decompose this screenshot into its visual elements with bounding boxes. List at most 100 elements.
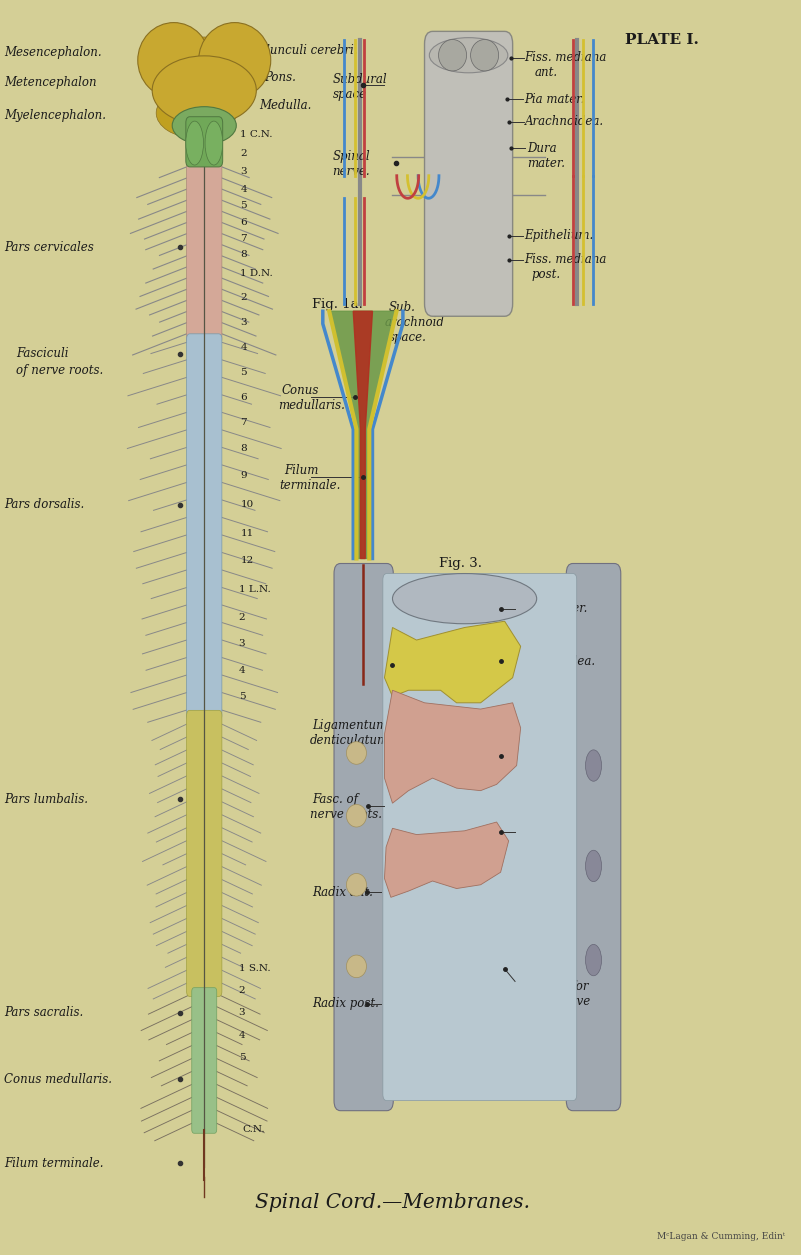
FancyBboxPatch shape <box>334 563 393 1111</box>
Text: Fasciculi: Fasciculi <box>16 348 69 360</box>
Ellipse shape <box>346 742 366 764</box>
Text: Epithelium.: Epithelium. <box>525 230 594 242</box>
Ellipse shape <box>586 749 602 781</box>
Text: PLATE I.: PLATE I. <box>625 33 698 48</box>
Text: 10: 10 <box>240 499 254 510</box>
Text: Fig. 1.: Fig. 1. <box>212 34 256 46</box>
Text: Spinal Cord.—Membranes.: Spinal Cord.—Membranes. <box>255 1192 530 1212</box>
Text: 3: 3 <box>240 318 247 328</box>
Text: 4: 4 <box>239 665 245 675</box>
Text: 3: 3 <box>240 167 247 177</box>
Ellipse shape <box>586 851 602 881</box>
Text: Dura: Dura <box>527 142 557 154</box>
Polygon shape <box>384 621 521 703</box>
Text: Opening for: Opening for <box>517 980 588 993</box>
Text: 4: 4 <box>240 184 247 195</box>
Text: Fig. 3.: Fig. 3. <box>439 557 482 570</box>
Text: Mesencephalon.: Mesencephalon. <box>4 46 102 59</box>
Text: nerve.: nerve. <box>332 166 370 178</box>
Text: 7: 7 <box>240 233 247 243</box>
Text: 3: 3 <box>239 639 245 649</box>
Text: Myelencephalon.: Myelencephalon. <box>4 109 106 122</box>
Text: Filum terminale.: Filum terminale. <box>4 1157 103 1170</box>
Text: Pars lumbalis.: Pars lumbalis. <box>4 793 88 806</box>
Text: Radix ant.: Radix ant. <box>312 886 373 899</box>
Text: 3: 3 <box>239 1008 245 1018</box>
Ellipse shape <box>172 107 236 144</box>
Ellipse shape <box>438 39 466 72</box>
Text: space.: space. <box>388 331 426 344</box>
Text: Arachnoidea.: Arachnoidea. <box>517 655 596 668</box>
Polygon shape <box>330 311 396 558</box>
Ellipse shape <box>346 873 366 896</box>
Text: 1 D.N.: 1 D.N. <box>240 269 273 279</box>
Text: Pars dorsalis.: Pars dorsalis. <box>4 498 84 511</box>
Text: Pons.: Pons. <box>264 72 296 84</box>
Ellipse shape <box>180 36 228 93</box>
Ellipse shape <box>471 39 498 72</box>
Ellipse shape <box>205 120 223 164</box>
Ellipse shape <box>392 574 537 624</box>
Text: Subdural: Subdural <box>332 73 387 85</box>
Text: 9: 9 <box>240 471 247 481</box>
Text: Sub.: Sub. <box>388 301 416 314</box>
Text: terminale.: terminale. <box>280 479 341 492</box>
Text: 6: 6 <box>240 393 247 403</box>
Text: 8: 8 <box>240 443 247 453</box>
Text: space: space <box>332 88 367 100</box>
Text: 5: 5 <box>240 368 247 378</box>
Polygon shape <box>384 822 509 897</box>
Text: Radix post.: Radix post. <box>312 998 379 1010</box>
Text: 5: 5 <box>239 692 245 702</box>
FancyBboxPatch shape <box>332 40 617 304</box>
Text: Fiss. mediana: Fiss. mediana <box>525 254 607 266</box>
Text: Spinal: Spinal <box>332 151 370 163</box>
FancyBboxPatch shape <box>566 563 621 1111</box>
Text: Pia mater: Pia mater <box>517 749 574 762</box>
Text: medullaris.: medullaris. <box>278 399 344 412</box>
Text: Fig. 1a.: Fig. 1a. <box>312 299 364 311</box>
Text: spinal nerve: spinal nerve <box>517 995 590 1008</box>
Text: C.N.: C.N. <box>243 1124 265 1135</box>
Text: Conus: Conus <box>282 384 320 397</box>
Text: ant.: ant. <box>535 67 558 79</box>
Text: 2: 2 <box>240 292 247 302</box>
Ellipse shape <box>152 55 256 124</box>
Text: Filum: Filum <box>284 464 319 477</box>
Text: of nerve roots.: of nerve roots. <box>16 364 103 376</box>
FancyBboxPatch shape <box>186 117 223 167</box>
Text: 8: 8 <box>240 250 247 260</box>
Text: Fiss. mediana: Fiss. mediana <box>525 51 607 64</box>
Text: 4: 4 <box>240 343 247 353</box>
Text: 2: 2 <box>240 148 247 158</box>
FancyBboxPatch shape <box>383 574 577 1101</box>
Text: 4: 4 <box>239 1030 245 1040</box>
Text: 5: 5 <box>240 201 247 211</box>
Ellipse shape <box>586 944 602 976</box>
Text: Pars cervicales: Pars cervicales <box>4 241 94 254</box>
Text: Linea: Linea <box>517 826 549 838</box>
Ellipse shape <box>138 23 210 98</box>
FancyBboxPatch shape <box>187 334 222 720</box>
Ellipse shape <box>346 804 366 827</box>
Text: 6: 6 <box>240 217 247 227</box>
Text: denticulatum.: denticulatum. <box>310 734 392 747</box>
Text: Pedunculi cerebri.: Pedunculi cerebri. <box>248 44 358 56</box>
Text: Medulla.: Medulla. <box>259 99 311 112</box>
Text: roots.: roots. <box>524 1010 558 1023</box>
Text: 1 C.N.: 1 C.N. <box>240 129 273 139</box>
Text: Ligamentum: Ligamentum <box>312 719 388 732</box>
Ellipse shape <box>346 955 366 978</box>
Text: 2: 2 <box>239 985 245 995</box>
FancyBboxPatch shape <box>187 158 222 344</box>
Ellipse shape <box>186 120 203 164</box>
Text: 7: 7 <box>240 418 247 428</box>
Text: 1 S.N.: 1 S.N. <box>239 964 270 974</box>
Ellipse shape <box>199 23 271 98</box>
Text: 1 L.N.: 1 L.N. <box>239 585 271 595</box>
Text: 12: 12 <box>240 556 254 566</box>
Text: Fasc. of: Fasc. of <box>312 793 358 806</box>
Text: Fig. 2.: Fig. 2. <box>439 34 482 46</box>
Text: 11: 11 <box>240 528 254 538</box>
FancyBboxPatch shape <box>187 710 222 996</box>
